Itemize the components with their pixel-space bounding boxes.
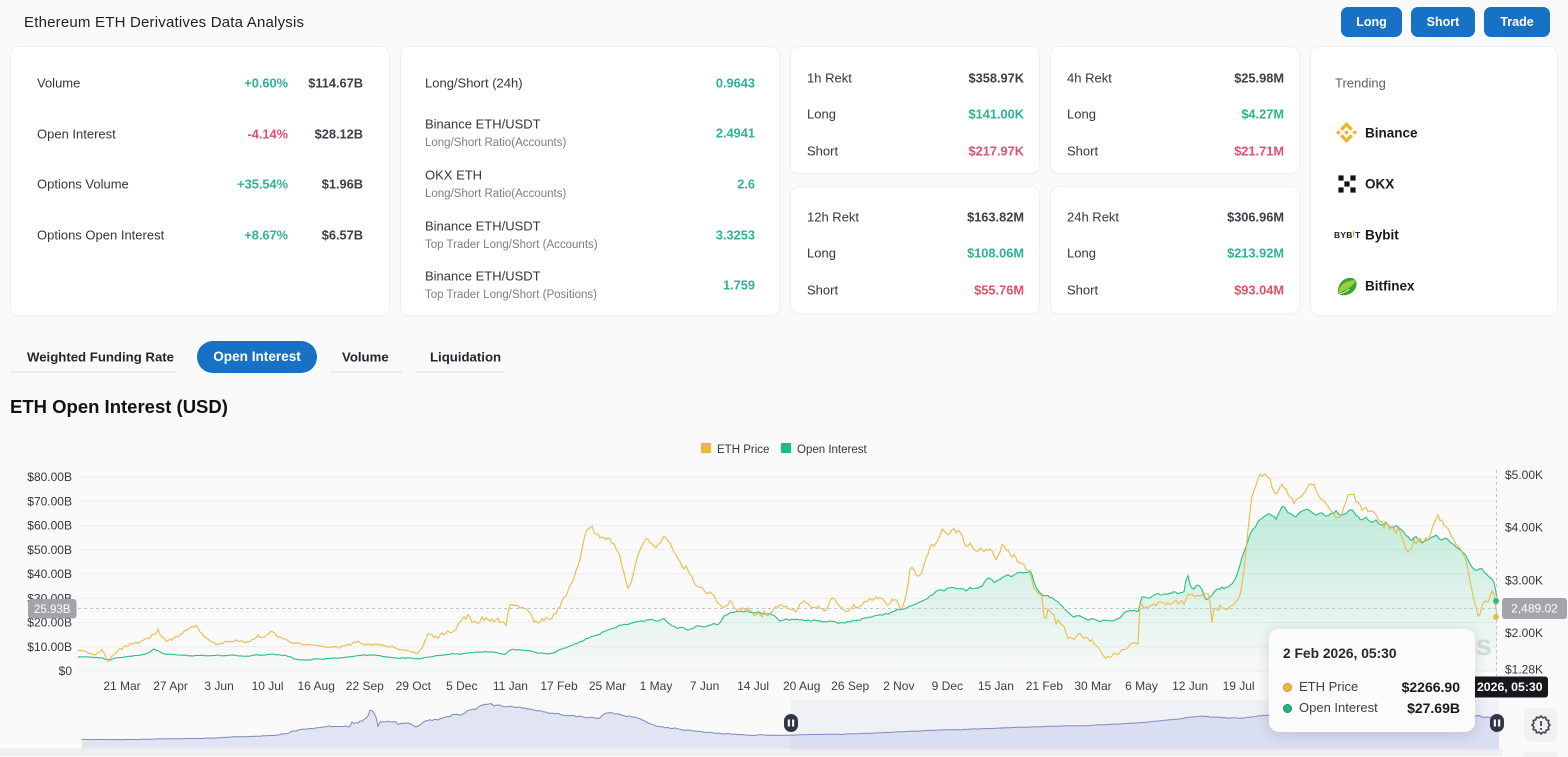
- svg-text:20 Aug: 20 Aug: [783, 679, 820, 693]
- svg-text:$10.00B: $10.00B: [27, 640, 72, 654]
- svg-text:6 May: 6 May: [1125, 679, 1158, 693]
- svg-text:$2.00K: $2.00K: [1505, 626, 1543, 640]
- svg-text:2,489.02: 2,489.02: [1511, 602, 1558, 616]
- svg-text:21 Feb: 21 Feb: [1026, 679, 1064, 693]
- svg-text:$80.00B: $80.00B: [27, 470, 72, 484]
- svg-text:11 Jan: 11 Jan: [493, 679, 528, 693]
- svg-text:$3.00K: $3.00K: [1505, 573, 1543, 587]
- svg-text:21 Mar: 21 Mar: [103, 679, 140, 693]
- svg-text:2 Nov: 2 Nov: [883, 679, 914, 693]
- svg-text:27 Apr: 27 Apr: [153, 679, 188, 693]
- svg-text:$40.00B: $40.00B: [27, 567, 72, 581]
- svg-text:9 Dec: 9 Dec: [932, 679, 963, 693]
- svg-text:25 Mar: 25 Mar: [589, 679, 626, 693]
- svg-text:$0: $0: [59, 664, 73, 678]
- svg-text:7 Jun: 7 Jun: [690, 679, 719, 693]
- svg-text:30 Mar: 30 Mar: [1074, 679, 1111, 693]
- svg-text:$20.00B: $20.00B: [27, 616, 72, 630]
- svg-text:1 May: 1 May: [640, 679, 673, 693]
- svg-text:12 Jun: 12 Jun: [1172, 679, 1208, 693]
- svg-text:$4.00K: $4.00K: [1505, 521, 1543, 535]
- svg-text:$70.00B: $70.00B: [27, 494, 72, 508]
- svg-text:$1.28K: $1.28K: [1505, 663, 1543, 677]
- svg-text:10 Jul: 10 Jul: [252, 679, 284, 693]
- svg-text:14 Jul: 14 Jul: [737, 679, 769, 693]
- svg-text:25.93B: 25.93B: [34, 604, 71, 616]
- svg-text:26 Sep: 26 Sep: [831, 679, 869, 693]
- svg-text:16 Aug: 16 Aug: [298, 679, 335, 693]
- svg-text:29 Oct: 29 Oct: [396, 679, 432, 693]
- svg-text:$5.00K: $5.00K: [1505, 468, 1543, 482]
- svg-text:22 Sep: 22 Sep: [346, 679, 384, 693]
- svg-text:15 Jan: 15 Jan: [978, 679, 1014, 693]
- svg-text:3 Jun: 3 Jun: [204, 679, 233, 693]
- svg-text:5 Dec: 5 Dec: [446, 679, 477, 693]
- svg-text:17 Feb: 17 Feb: [540, 679, 578, 693]
- svg-text:$50.00B: $50.00B: [27, 543, 72, 557]
- svg-text:$60.00B: $60.00B: [27, 519, 72, 533]
- svg-text:19 Jul: 19 Jul: [1223, 679, 1255, 693]
